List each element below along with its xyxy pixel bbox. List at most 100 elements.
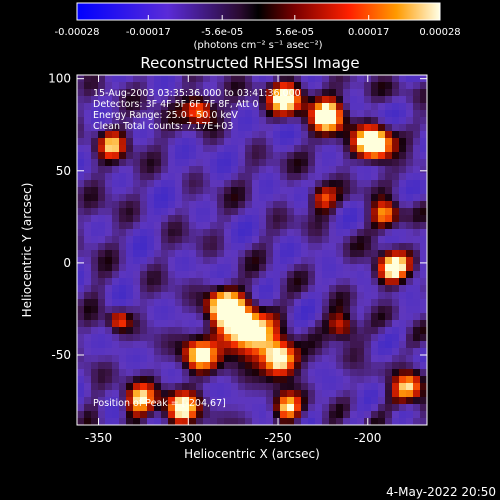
heatmap-cell — [168, 306, 176, 314]
heatmap-cell — [287, 383, 295, 391]
heatmap-cell — [364, 348, 372, 356]
heatmap-cell — [301, 229, 309, 237]
heatmap-cell — [196, 75, 204, 83]
heatmap-cell — [168, 243, 176, 251]
heatmap-cell — [231, 166, 239, 174]
heatmap-cell — [280, 243, 288, 251]
heatmap-cell — [322, 159, 330, 167]
heatmap-cell — [217, 383, 225, 391]
heatmap-cell — [133, 236, 141, 244]
heatmap-cell — [140, 376, 148, 384]
heatmap-cell — [273, 180, 281, 188]
heatmap-cell — [154, 348, 162, 356]
heatmap-cell — [161, 180, 169, 188]
heatmap-cell — [238, 117, 246, 125]
heatmap-cell — [315, 236, 323, 244]
footer-timestamp: 4-May-2022 20:50 — [386, 485, 496, 499]
heatmap-cell — [322, 362, 330, 370]
heatmap-cell — [350, 89, 358, 97]
heatmap-cell — [217, 152, 225, 160]
heatmap-cell — [154, 215, 162, 223]
heatmap-cell — [133, 145, 141, 153]
heatmap-cell — [224, 96, 232, 104]
heatmap-cell — [210, 355, 218, 363]
heatmap-cell — [287, 236, 295, 244]
heatmap-cell — [217, 138, 225, 146]
heatmap-cell — [322, 376, 330, 384]
heatmap-cell — [259, 383, 267, 391]
heatmap-cell — [413, 131, 421, 139]
heatmap-cell — [196, 187, 204, 195]
heatmap-cell — [119, 383, 127, 391]
heatmap-cell — [280, 348, 288, 356]
heatmap-cell — [119, 229, 127, 237]
heatmap-cell — [280, 138, 288, 146]
heatmap-cell — [203, 166, 211, 174]
heatmap-cell — [357, 299, 365, 307]
heatmap-cell — [77, 82, 85, 90]
heatmap-cell — [91, 138, 99, 146]
heatmap-cell — [161, 285, 169, 293]
heatmap-cell — [161, 320, 169, 328]
heatmap-cell — [343, 152, 351, 160]
heatmap-cell — [168, 285, 176, 293]
heatmap-cell — [273, 208, 281, 216]
heatmap-cell — [322, 110, 330, 118]
heatmap-cell — [392, 173, 400, 181]
heatmap-cell — [112, 397, 120, 405]
heatmap-cell — [231, 187, 239, 195]
heatmap-cell — [231, 180, 239, 188]
heatmap-cell — [378, 418, 386, 426]
heatmap-cell — [308, 187, 316, 195]
heatmap-cell — [126, 327, 134, 335]
heatmap-cell — [322, 152, 330, 160]
heatmap-cell — [322, 257, 330, 265]
heatmap-cell — [91, 208, 99, 216]
heatmap-cell — [266, 292, 274, 300]
heatmap-cell — [154, 390, 162, 398]
heatmap-cell — [350, 278, 358, 286]
heatmap-cell — [301, 215, 309, 223]
heatmap-cell — [196, 362, 204, 370]
heatmap-cell — [217, 334, 225, 342]
heatmap-cell — [147, 355, 155, 363]
heatmap-cell — [126, 404, 134, 412]
heatmap-cell — [329, 292, 337, 300]
heatmap-cell — [196, 320, 204, 328]
heatmap-cell — [182, 152, 190, 160]
heatmap-cell — [259, 117, 267, 125]
heatmap-cell — [105, 229, 113, 237]
heatmap-cell — [301, 327, 309, 335]
heatmap-cell — [84, 390, 92, 398]
heatmap-cell — [301, 159, 309, 167]
heatmap-cell — [357, 334, 365, 342]
heatmap-cell — [84, 124, 92, 132]
heatmap-cell — [140, 152, 148, 160]
heatmap-cell — [378, 96, 386, 104]
heatmap-cell — [385, 194, 393, 202]
heatmap-cell — [154, 103, 162, 111]
heatmap-cell — [140, 243, 148, 251]
heatmap-cell — [371, 362, 379, 370]
heatmap-cell — [245, 369, 253, 377]
heatmap-cell — [189, 257, 197, 265]
heatmap-cell — [154, 250, 162, 258]
heatmap-cell — [175, 75, 183, 83]
heatmap-cell — [245, 173, 253, 181]
heatmap-cell — [399, 257, 407, 265]
heatmap-cell — [336, 390, 344, 398]
heatmap-cell — [84, 173, 92, 181]
heatmap-cell — [210, 320, 218, 328]
heatmap-cell — [126, 292, 134, 300]
heatmap-cell — [336, 257, 344, 265]
heatmap-cell — [238, 285, 246, 293]
heatmap-cell — [189, 264, 197, 272]
heatmap-cell — [420, 376, 428, 384]
heatmap-cell — [294, 243, 302, 251]
heatmap-cell — [224, 418, 232, 426]
heatmap-cell — [357, 117, 365, 125]
heatmap-cell — [392, 89, 400, 97]
heatmap-cell — [259, 376, 267, 384]
heatmap-cell — [273, 96, 281, 104]
heatmap-cell — [140, 138, 148, 146]
